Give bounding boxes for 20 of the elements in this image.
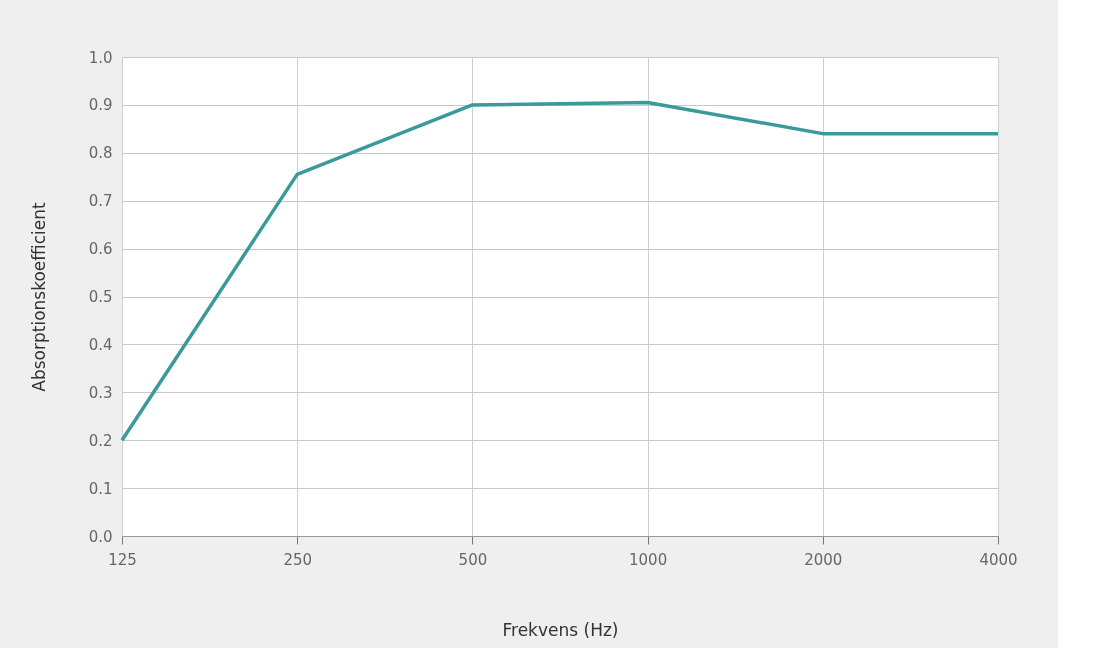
y-tick-label: 0.9 (88, 96, 113, 115)
x-axis-title: Frekvens (Hz) (502, 619, 619, 640)
x-tick-label: 500 (458, 550, 488, 569)
y-tick-label: 0.8 (88, 144, 113, 163)
y-tick-label: 0.3 (88, 383, 113, 402)
x-tick-label: 4000 (979, 550, 1018, 569)
y-tick-label: 0.2 (88, 431, 113, 450)
y-tick-label: 0.7 (88, 192, 113, 211)
x-tick-label: 2000 (804, 550, 843, 569)
x-tick-label: 125 (108, 550, 137, 569)
y-tick-label: 0.0 (88, 527, 113, 546)
y-tick-label: 0.5 (88, 288, 113, 306)
x-tick-label: 250 (283, 550, 313, 569)
line-series (120, 100, 1000, 442)
y-tick-label: 0.6 (88, 240, 113, 259)
y-tick-label: 0.1 (88, 479, 113, 498)
y-tick-label: 0.4 (88, 335, 113, 354)
y-axis-title: Absorptionskoefficient (28, 201, 49, 392)
x-tick-label: 1000 (629, 550, 668, 569)
y-tick-label: 1.0 (88, 48, 113, 67)
